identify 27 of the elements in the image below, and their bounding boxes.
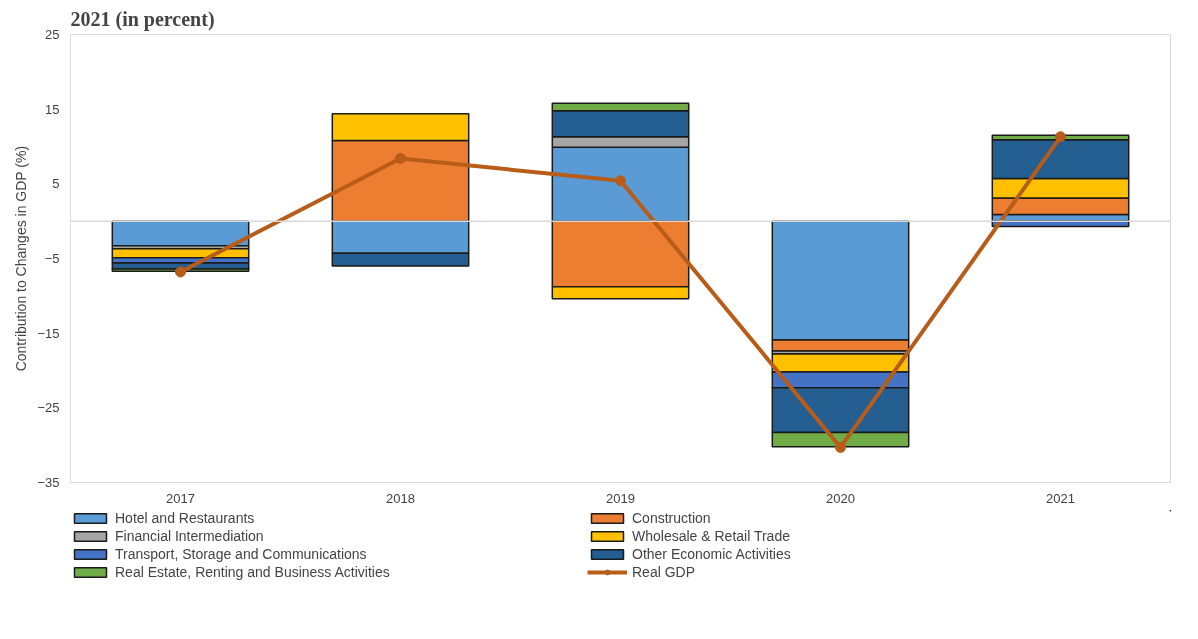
legend-label: Wholesale & Retail Trade (632, 528, 791, 544)
legend-label: Construction (632, 510, 712, 526)
y-tick-label: 15 (45, 101, 60, 117)
y-tick-label: 5 (52, 176, 60, 192)
legend-label: Real GDP (632, 564, 697, 580)
point (395, 152, 406, 164)
point (615, 175, 626, 187)
point (1055, 131, 1066, 143)
x-tick-label: 2018 (386, 490, 415, 506)
legend-label: Real Estate, Renting and Business Activities (115, 564, 391, 580)
y-tick-label: −5 (44, 251, 60, 266)
point (835, 441, 846, 453)
y-tick-label: 25 (45, 27, 60, 42)
x-tick-label: 2021 (1046, 490, 1075, 506)
legend-label: Financial Intermediation (115, 528, 265, 544)
y-axis-title: Contribution to Changes in GDP (%) (13, 145, 30, 372)
legend-label: Transport, Storage and Communications (115, 546, 368, 562)
y-tick-label: −35 (37, 475, 60, 490)
point (175, 266, 186, 278)
x-tick-label: 2019 (606, 490, 635, 506)
legend-label: Other Economic Activities (632, 546, 792, 562)
legend-label: Hotel and Restaurants (115, 510, 256, 526)
y-tick-label: −15 (37, 325, 60, 341)
x-tick-label: 2017 (166, 490, 195, 506)
x-tick-label: 2020 (826, 490, 855, 506)
y-tick-label: −25 (37, 400, 60, 416)
chart-title: 2021 (in percent) (70, 7, 215, 31)
